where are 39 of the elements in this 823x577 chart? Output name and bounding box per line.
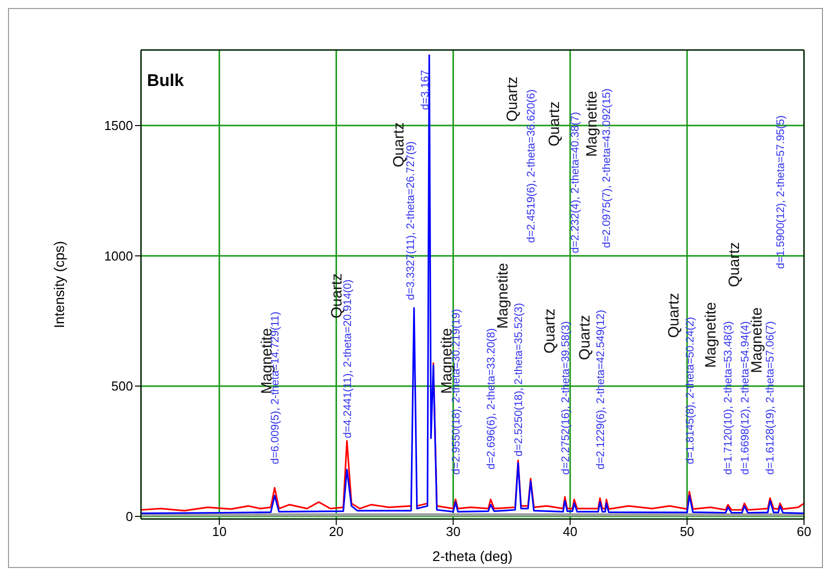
y-axis-title: Intensity (cps): [50, 240, 67, 328]
y-tick-label: 1500: [104, 118, 133, 134]
annotation: d=1.6128(19), 2-theta=57.06(7): [764, 321, 776, 475]
annotation: d=4.2441(11), 2-theta=20.914(0): [342, 279, 354, 438]
x-tick-label: 50: [680, 524, 694, 540]
annotation: d=3.167: [419, 70, 432, 110]
annotation: Quartz: [576, 315, 594, 360]
annotation: Quartz: [665, 292, 682, 338]
x-axis-title: 2-theta (deg): [432, 548, 513, 564]
x-tick-label: 40: [562, 524, 578, 540]
annotation: Quartz: [390, 122, 408, 168]
x-tick-label: 60: [796, 524, 812, 540]
annotation: d=2.4519(6), 2-theta=36.620(6): [525, 89, 538, 243]
annotation: d=1.8145(8), 2-theta=50.24(2): [684, 316, 697, 464]
annotation: d=2.1229(6), 2-theta=42.549(12): [594, 310, 607, 470]
y-tick-label: 500: [111, 378, 133, 394]
annotation: d=2.2752(16), 2-theta=39.58(3): [560, 321, 572, 475]
x-tick-label: 30: [446, 524, 460, 540]
annotation: Magnetite: [583, 90, 600, 157]
annotation: Magnetite: [494, 262, 512, 329]
annotation: d=1.7120(10), 2-theta=53.48(3): [722, 321, 735, 475]
annotation: Quartz: [541, 308, 558, 354]
annotation: Quartz: [726, 242, 744, 288]
annotation: Magnetite: [702, 302, 720, 368]
annotation: d=2.232(4), 2-theta=40.38(7): [569, 112, 582, 254]
annotation: d=1.6698(12), 2-theta=54.94(4): [740, 321, 752, 475]
x-tick-label: 10: [212, 524, 227, 540]
y-tick-label: 0: [126, 509, 133, 524]
y-tick-label: 1000: [104, 248, 133, 264]
annotation: Quartz: [504, 76, 521, 122]
annotation: Quartz: [546, 101, 564, 146]
line-series: [141, 54, 804, 514]
annotation: d=1.5900(12), 2-theta=57.95(5): [774, 115, 787, 269]
annotation: d=2.5250(18), 2-theta=35.52(3): [512, 302, 525, 456]
annotation: d=2.0975(7), 2-theta=43.092(15): [601, 88, 614, 248]
x-tick-label: 20: [329, 524, 344, 540]
text: Bulk: [147, 71, 184, 91]
annotation: d=3.3327(11), 2-theta=26.727(9): [404, 141, 417, 300]
annotation: d=2.696(6), 2-theta=33.20(8): [485, 328, 498, 470]
